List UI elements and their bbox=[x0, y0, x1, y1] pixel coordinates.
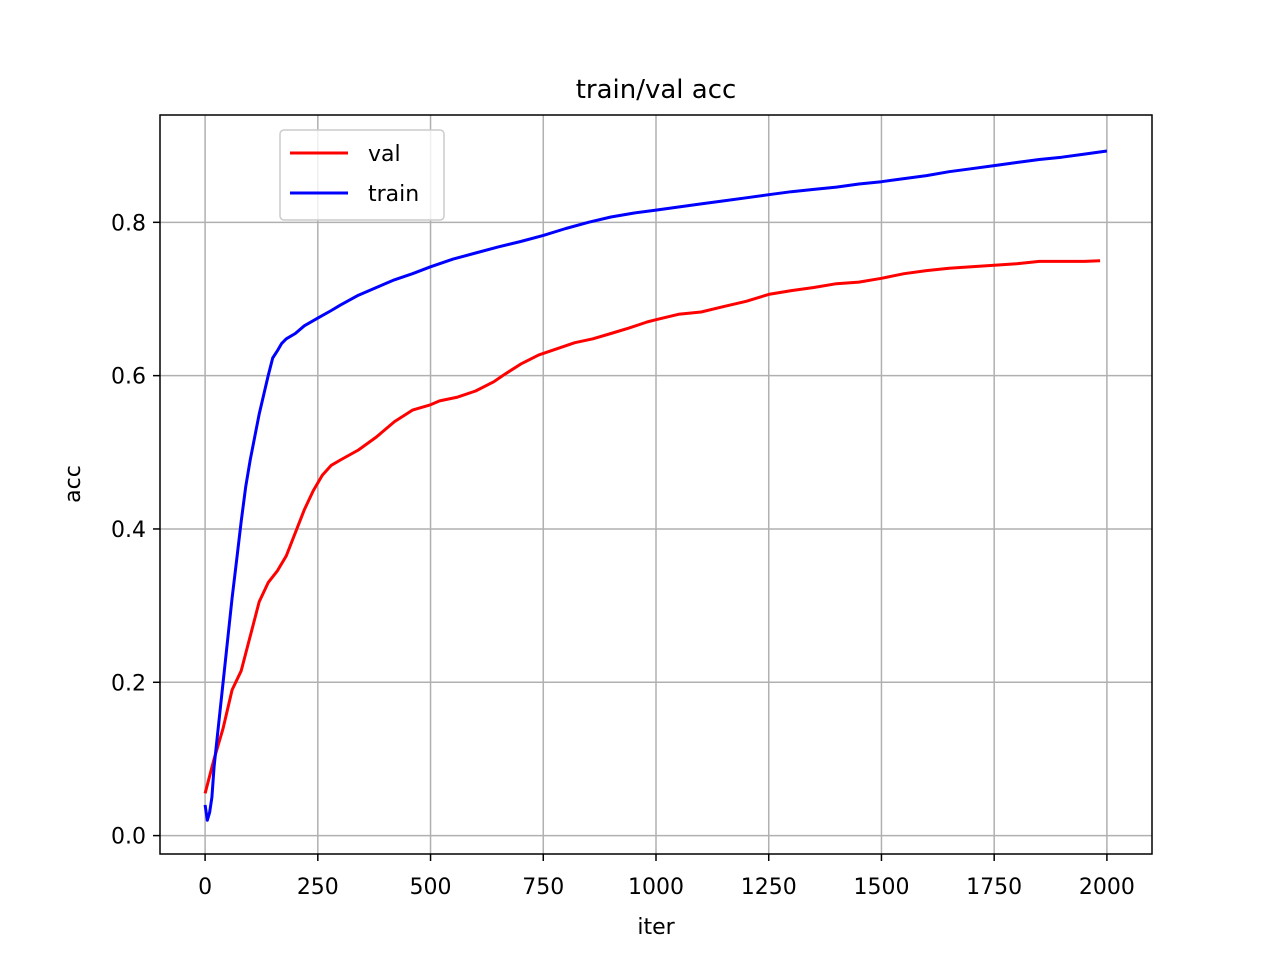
x-tick-label: 500 bbox=[410, 875, 452, 900]
series-lines bbox=[203, 149, 1108, 822]
y-tick-label: 0.4 bbox=[111, 518, 146, 543]
chart-title: train/val acc bbox=[576, 75, 737, 105]
y-tick-label: 0.8 bbox=[111, 211, 146, 236]
y-tick-label: 0.2 bbox=[111, 671, 146, 696]
x-tick-label: 750 bbox=[522, 875, 564, 900]
x-tick-label: 1000 bbox=[628, 875, 684, 900]
x-tick-label: 250 bbox=[297, 875, 339, 900]
x-axis-label: iter bbox=[637, 915, 675, 940]
legend-label-val: val bbox=[368, 142, 401, 167]
y-axis-ticks: 0.0 0.2 0.4 0.6 0.8 bbox=[111, 211, 160, 850]
legend: val train bbox=[279, 129, 445, 221]
y-tick-label: 0.0 bbox=[111, 825, 146, 850]
series-line-train bbox=[203, 149, 1108, 822]
x-tick-label: 1500 bbox=[853, 875, 909, 900]
x-tick-label: 2000 bbox=[1079, 875, 1135, 900]
legend-box bbox=[279, 129, 445, 221]
grid bbox=[160, 115, 1152, 854]
x-axis-ticks: 0 250 500 750 1000 1250 1500 1750 2000 bbox=[198, 854, 1135, 900]
series-line-val bbox=[203, 259, 1101, 794]
x-tick-label: 1750 bbox=[966, 875, 1022, 900]
legend-label-train: train bbox=[368, 182, 419, 207]
x-tick-label: 0 bbox=[198, 875, 212, 900]
y-tick-label: 0.6 bbox=[111, 365, 146, 390]
y-axis-label: acc bbox=[61, 465, 86, 503]
x-tick-label: 1250 bbox=[741, 875, 797, 900]
